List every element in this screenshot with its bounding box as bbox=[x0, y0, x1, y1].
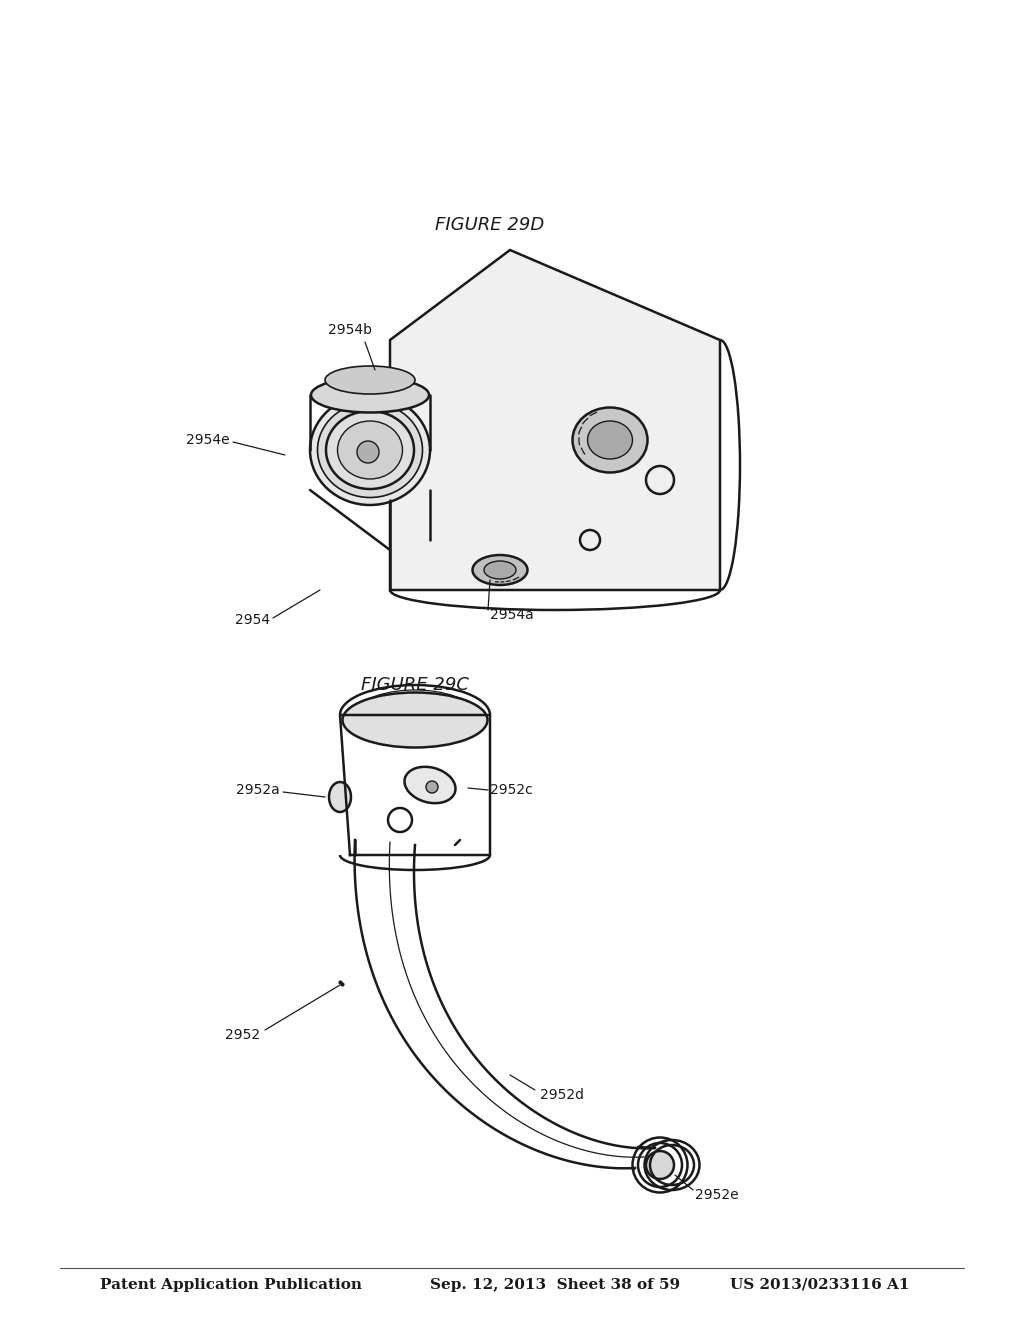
Text: 2954e: 2954e bbox=[186, 433, 230, 447]
Ellipse shape bbox=[588, 421, 633, 459]
Text: 2952c: 2952c bbox=[490, 783, 532, 797]
Text: FIGURE 29C: FIGURE 29C bbox=[361, 676, 469, 694]
Ellipse shape bbox=[342, 693, 487, 747]
Ellipse shape bbox=[326, 411, 414, 488]
Ellipse shape bbox=[472, 554, 527, 585]
Ellipse shape bbox=[646, 1151, 674, 1179]
Polygon shape bbox=[390, 249, 720, 590]
Ellipse shape bbox=[572, 408, 647, 473]
Ellipse shape bbox=[484, 561, 516, 579]
Text: 2952: 2952 bbox=[225, 1028, 260, 1041]
Text: 2952e: 2952e bbox=[695, 1188, 738, 1203]
Ellipse shape bbox=[311, 378, 429, 412]
Text: Sep. 12, 2013  Sheet 38 of 59: Sep. 12, 2013 Sheet 38 of 59 bbox=[430, 1278, 680, 1292]
Circle shape bbox=[426, 781, 438, 793]
Ellipse shape bbox=[325, 366, 415, 393]
Text: US 2013/0233116 A1: US 2013/0233116 A1 bbox=[730, 1278, 909, 1292]
Text: 2952a: 2952a bbox=[237, 783, 280, 797]
Ellipse shape bbox=[404, 767, 456, 803]
Ellipse shape bbox=[317, 403, 423, 498]
Ellipse shape bbox=[310, 395, 430, 506]
Ellipse shape bbox=[329, 781, 351, 812]
Text: Patent Application Publication: Patent Application Publication bbox=[100, 1278, 362, 1292]
Text: 2954: 2954 bbox=[234, 612, 270, 627]
Text: 2952d: 2952d bbox=[540, 1088, 584, 1102]
Text: FIGURE 29D: FIGURE 29D bbox=[435, 216, 545, 234]
Text: 2954a: 2954a bbox=[490, 609, 534, 622]
Text: 2954b: 2954b bbox=[328, 323, 372, 337]
Ellipse shape bbox=[338, 421, 402, 479]
Ellipse shape bbox=[357, 441, 379, 463]
